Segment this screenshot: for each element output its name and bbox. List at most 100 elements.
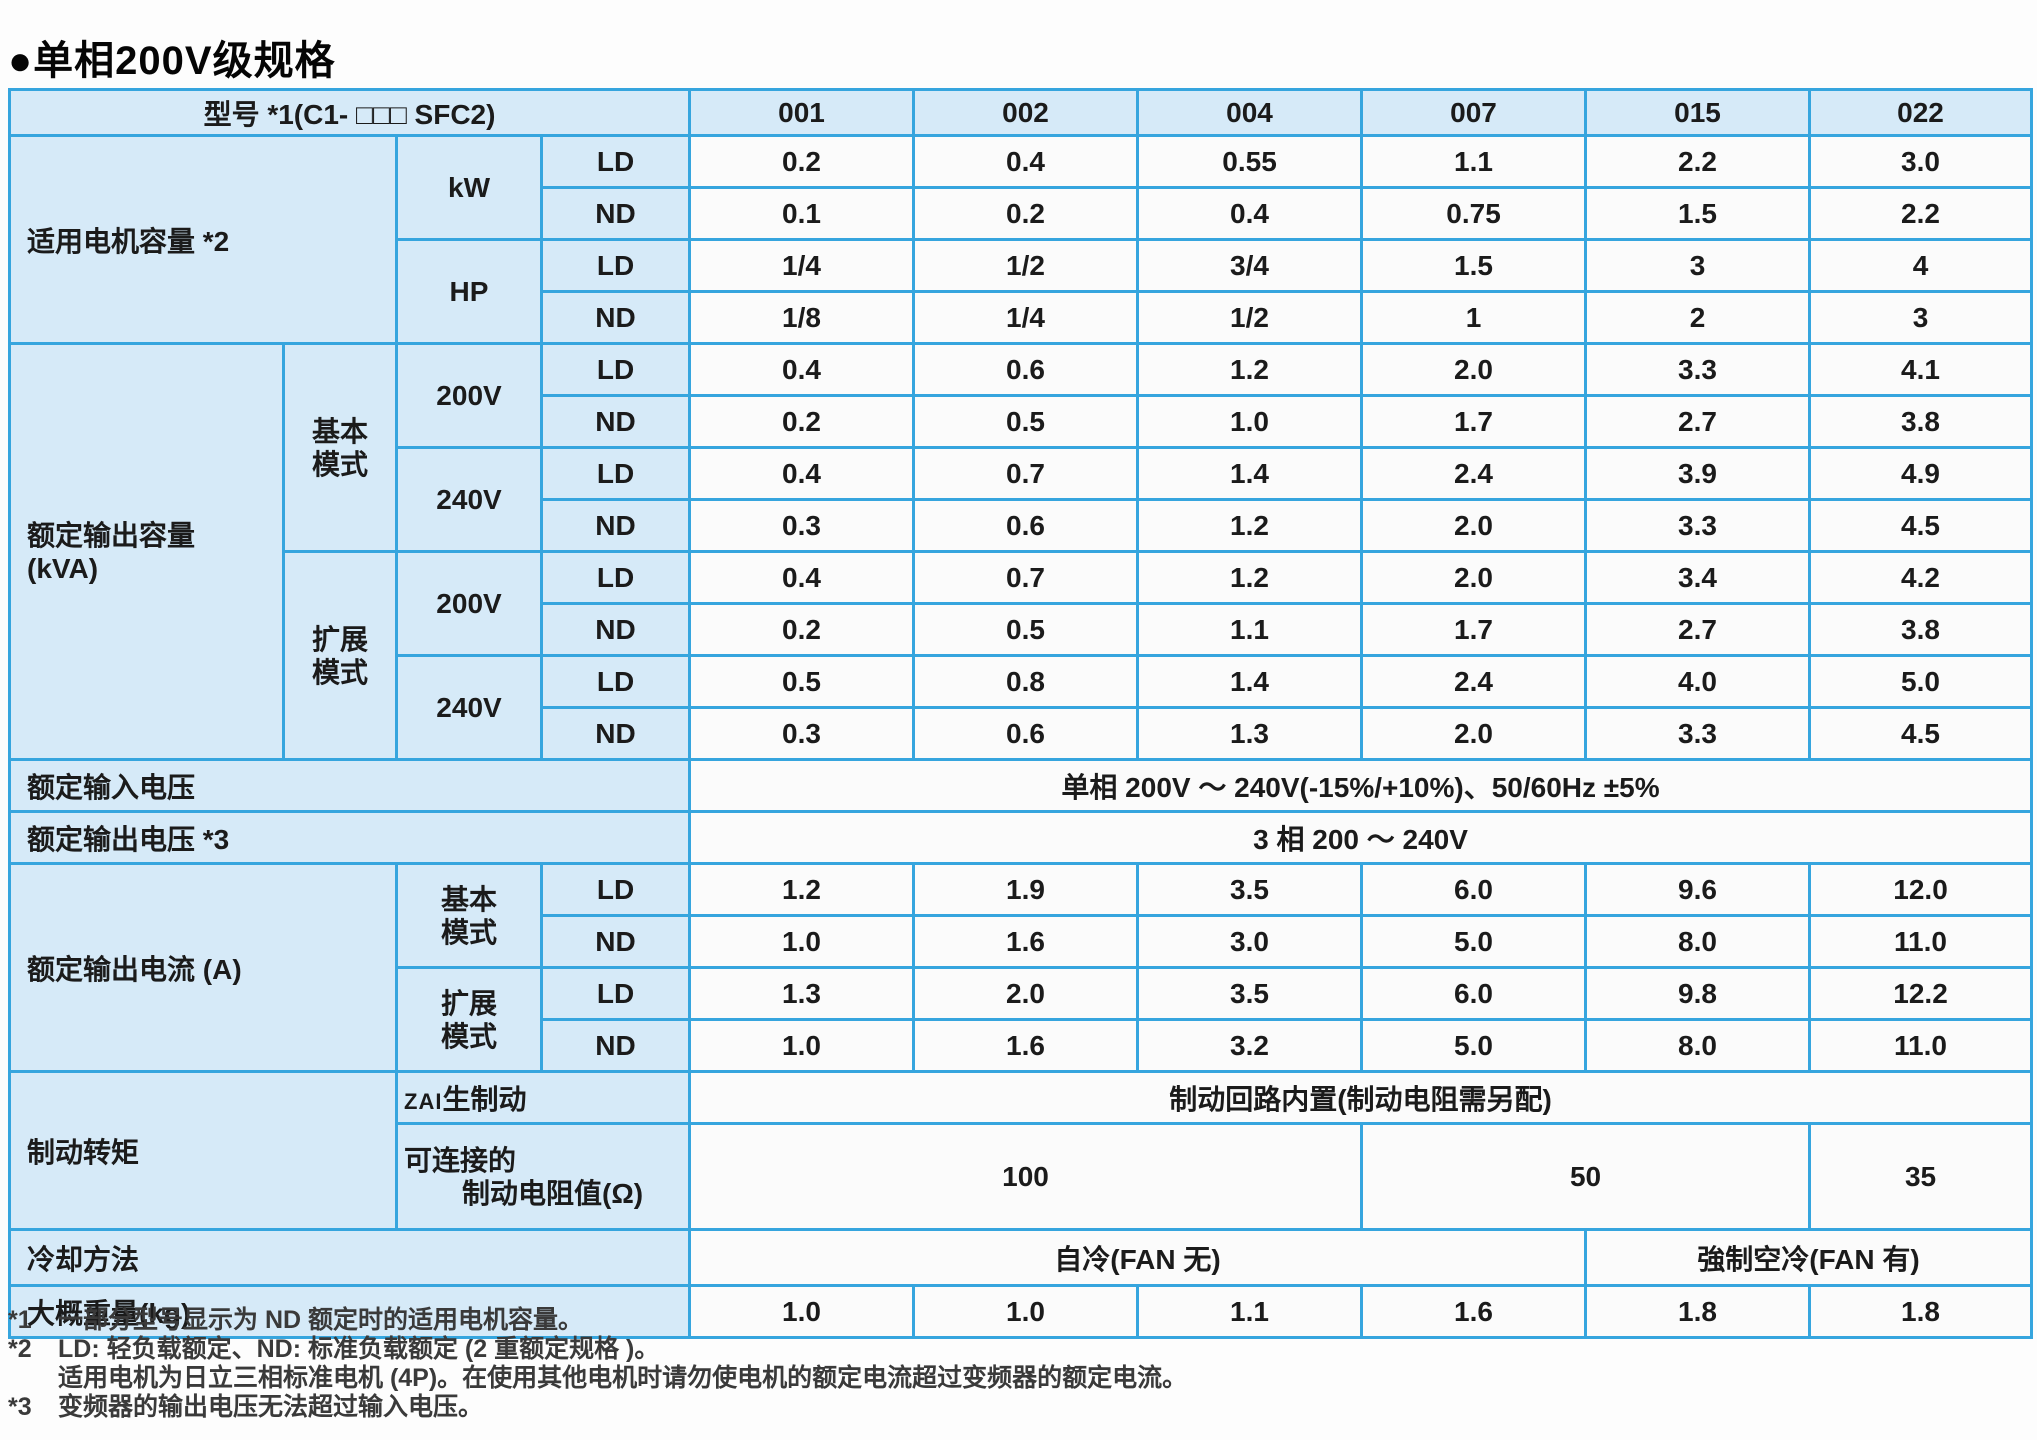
value-cell: 2.7 [1584, 602, 1812, 657]
footnote-marker: *1 [8, 1306, 32, 1334]
value-cell: 9.8 [1584, 966, 1812, 1021]
extended-mode-label: 扩展 模式 [395, 966, 543, 1073]
value-cell: 0.4 [1136, 186, 1364, 241]
value-cell: 0.6 [912, 342, 1140, 397]
value-cell: 4.1 [1808, 342, 2034, 397]
value-cell: 1.2 [688, 862, 916, 917]
value-cell: 1.8 [1808, 1284, 2034, 1339]
value-cell: 2.0 [1360, 342, 1588, 397]
table-row: 额定输出容量 (kVA) 基本 模式 200V LD 0.4 0.6 1.2 2.0 3… [8, 342, 2034, 761]
value-cell: 1/4 [912, 290, 1140, 345]
table-row: ND 0.2 0.5 1.1 1.7 2.7 3.8 [10, 602, 2034, 657]
load-nd-label: ND [539, 498, 692, 553]
value-cell: 3.8 [1808, 602, 2034, 657]
model-label-cell: 型号 *1(C1- □□□ SFC2) [7, 88, 692, 137]
mode-label-line: 模式 [311, 448, 368, 480]
table-row: 额定输出电压 *3 3 相 200 ～ 240V [7, 810, 2034, 865]
mode-label-line: 模式 [440, 916, 497, 948]
value-cell: 2 [1584, 290, 1812, 345]
value-cell: 1.9 [912, 862, 1140, 917]
brake-resistor-value: 50 [1360, 1122, 1812, 1231]
footnote-2: *2 LD: 轻负载额定、ND: 标准负载额定 (2 重额定规格 )。 [8, 1335, 1608, 1364]
value-cell: 5.0 [1808, 654, 2034, 709]
value-cell: 1 [1360, 290, 1588, 345]
value-cell: 1.0 [688, 1018, 916, 1073]
value-cell: 4.9 [1808, 446, 2034, 501]
load-nd-label: ND [539, 394, 692, 449]
load-nd-label: ND [539, 290, 692, 345]
table-row: 扩展 模式 200V LD 0.4 0.7 1.2 2.0 3.4 4.2 [10, 550, 2034, 761]
load-ld-label: LD [539, 550, 692, 605]
value-cell: 0.4 [688, 446, 916, 501]
value-cell: 0.55 [1136, 134, 1364, 189]
value-cell: 3.3 [1584, 706, 1812, 761]
value-cell: 0.5 [912, 394, 1140, 449]
table-row: ND 1.0 1.6 3.0 5.0 8.0 11.0 [10, 914, 2034, 969]
value-cell: 1.5 [1360, 238, 1588, 293]
output-capacity-label: 额定输出容量 (kVA) [8, 342, 285, 761]
value-cell: 3/4 [1136, 238, 1364, 293]
load-nd-label: ND [539, 602, 692, 657]
value-cell: 12.0 [1808, 862, 2034, 917]
footnote-text: 适用电机为日立三相标准电机 (4P)。在使用其他电机时请勿使电机的额定电流超过变… [58, 1364, 1188, 1392]
footnote-marker: *2 [8, 1335, 32, 1363]
value-cell: 1.1 [1136, 602, 1364, 657]
value-cell: 1.6 [912, 1018, 1140, 1073]
value-cell: 11.0 [1808, 914, 2034, 969]
table-row: ND 0.3 0.6 1.2 2.0 3.3 4.5 [10, 498, 2034, 553]
table-row: 扩展 模式 LD 1.3 2.0 3.5 6.0 9.8 12.2 [10, 966, 2034, 1073]
value-cell: 0.5 [912, 602, 1140, 657]
column-header-cell: 004 [1136, 88, 1364, 137]
value-cell: 0.2 [688, 602, 916, 657]
regen-braking-value: 制动回路内置(制动电阻需另配) [688, 1070, 2034, 1125]
unit-hp-label: HP [395, 238, 543, 345]
weight-label: 大概重量(kg) [7, 1284, 692, 1339]
value-cell: 0.2 [688, 394, 916, 449]
value-cell: 0.7 [912, 550, 1140, 605]
output-current-label: 额定输出电流 (A) [8, 862, 398, 1073]
voltage-240v-label: 240V [395, 446, 543, 553]
model-header-row: 型号 *1(C1- □□□ SFC2) 001 002 004 007 015 022 [7, 88, 2034, 137]
footnotes: *1 一部分型号显示为 ND 额定时的适用电机容量。 *2 LD: 轻负载额定、ND… [8, 1306, 1608, 1422]
value-cell: 4.2 [1808, 550, 2034, 605]
load-nd-label: ND [539, 186, 692, 241]
value-cell: 2.0 [1360, 706, 1588, 761]
table-row: 240V LD 0.4 0.7 1.4 2.4 3.9 4.9 [10, 446, 2034, 553]
voltage-200v-label: 200V [395, 550, 543, 657]
value-cell: 11.0 [1808, 1018, 2034, 1073]
spec-table: 型号 *1(C1- □□□ SFC2) 001 002 004 007 015 022 适… [7, 88, 2034, 1339]
load-ld-label: LD [539, 238, 692, 293]
table-row: 制动转矩 ZAI生制动 制动回路内置(制动电阻需另配) [8, 1070, 2034, 1231]
load-ld-label: LD [539, 342, 692, 397]
load-nd-label: ND [539, 1018, 692, 1073]
cooling-method-label: 冷却方法 [7, 1228, 692, 1287]
value-cell: 0.6 [912, 498, 1140, 553]
column-header-cell: 007 [1360, 88, 1588, 137]
value-cell: 0.75 [1360, 186, 1588, 241]
load-ld-label: LD [539, 862, 692, 917]
output-capacity-label-line1: 额定输出容量 [27, 519, 196, 551]
value-cell: 1/8 [688, 290, 916, 345]
value-cell: 1.4 [1136, 446, 1364, 501]
footnote-text: 一部分型号显示为 ND 额定时的适用电机容量。 [58, 1306, 584, 1334]
voltage-240v-label: 240V [395, 654, 543, 761]
value-cell: 2.2 [1584, 134, 1812, 189]
brake-resistor-label-line1: 可连接的 [404, 1144, 517, 1176]
input-voltage-label: 额定输入电压 [7, 758, 692, 813]
extended-mode-label: 扩展 模式 [282, 550, 398, 761]
regen-braking-label: ZAI生制动 [394, 1070, 692, 1125]
value-cell: 1.2 [1136, 342, 1364, 397]
table-row: 240V LD 0.5 0.8 1.4 2.4 4.0 5.0 [10, 654, 2034, 761]
value-cell: 2.2 [1808, 186, 2034, 241]
footnote-marker: *3 [8, 1393, 32, 1421]
value-cell: 2.4 [1360, 654, 1588, 709]
value-cell: 5.0 [1360, 914, 1588, 969]
unit-kw-label: kW [395, 134, 543, 241]
value-cell: 0.5 [688, 654, 916, 709]
value-cell: 1.1 [1360, 134, 1588, 189]
footnote-2-continued: 适用电机为日立三相标准电机 (4P)。在使用其他电机时请勿使电机的额定电流超过变… [8, 1364, 1608, 1393]
value-cell: 0.3 [688, 498, 916, 553]
value-cell: 3.3 [1584, 342, 1812, 397]
load-ld-label: LD [539, 966, 692, 1021]
